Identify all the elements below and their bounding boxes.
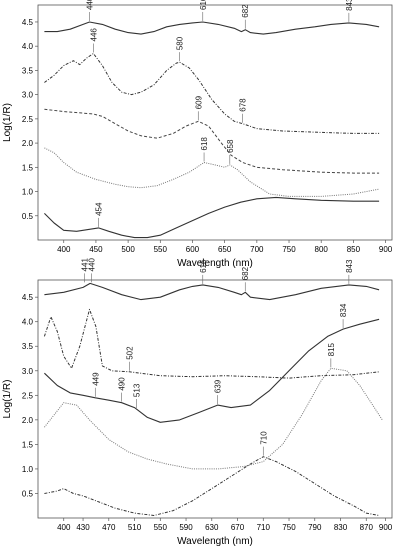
x-tick-label: 630 — [205, 523, 219, 532]
annotation-label: 616 — [199, 259, 208, 273]
x-tick-label: 510 — [128, 523, 142, 532]
y-tick-label: 4.0 — [22, 318, 34, 327]
series-line-5 — [44, 456, 380, 516]
y-tick-label: 0.5 — [22, 212, 34, 221]
annotation-label: 440 — [87, 258, 96, 272]
x-tick-label: 700 — [250, 245, 264, 254]
y-tick-label: 1.0 — [22, 188, 34, 197]
plot-frame — [37, 279, 393, 519]
x-tick-label: 600 — [186, 245, 200, 254]
x-tick-label: 500 — [121, 245, 135, 254]
y-tick-label: 2.5 — [22, 391, 34, 400]
annotation-label: 454 — [95, 202, 104, 216]
x-tick-label: 470 — [102, 523, 116, 532]
y-tick-label: 3.0 — [22, 91, 34, 100]
annotation-label: 618 — [200, 137, 209, 151]
annotation-label: 815 — [327, 342, 336, 356]
series-line-5 — [44, 196, 380, 239]
annotation-label: 513 — [132, 383, 141, 397]
x-axis-label: Wavelength (nm) — [177, 536, 253, 547]
annotation-label: 678 — [239, 98, 248, 112]
x-tick-label: 900 — [379, 523, 393, 532]
series-line-2 — [44, 53, 380, 134]
x-tick-label: 450 — [89, 245, 103, 254]
annotation-label: 843 — [345, 0, 354, 11]
annotation-label: 658 — [226, 139, 235, 153]
annotation-label: 682 — [241, 4, 250, 18]
annotation-label: 710 — [259, 431, 268, 445]
annotation-label: 616 — [199, 0, 208, 10]
series-line-4 — [44, 147, 380, 197]
chart-panel-top: 400 450 500 550 600 650 700 750 800 850 900 0.5 1.0 1… — [2, 0, 393, 269]
x-tick-label: 550 — [154, 245, 168, 254]
x-tick-label: 800 — [315, 245, 329, 254]
series-line-1 — [44, 21, 380, 35]
x-tick-label: 900 — [379, 245, 393, 254]
annotation-label: 580 — [176, 36, 185, 50]
x-tick-label: 830 — [334, 523, 348, 532]
chart-panel-bottom: 400 430 470 510 550 590 630 670 710 750 790 830 870 9… — [2, 258, 393, 547]
y-tick-label: 4.5 — [22, 293, 34, 302]
annotation-label: 682 — [241, 266, 250, 280]
annotation-label: 446 — [89, 28, 98, 42]
y-tick-label: 4.5 — [22, 18, 34, 27]
y-tick-label: 2.0 — [22, 416, 34, 425]
x-tick-label: 750 — [282, 245, 296, 254]
annotation-label: 441 — [80, 258, 89, 272]
annotation-label: 490 — [118, 377, 127, 391]
x-tick-label: 590 — [179, 523, 193, 532]
y-tick-label: 3.0 — [22, 367, 34, 376]
y-axis-label: Log(1/R) — [2, 380, 13, 419]
annotation-label: 449 — [91, 372, 100, 386]
annotation-label: 843 — [345, 259, 354, 273]
x-tick-label: 850 — [347, 245, 361, 254]
x-tick-label: 400 — [57, 523, 71, 532]
x-tick-label: 550 — [154, 523, 168, 532]
y-tick-label: 1.5 — [22, 163, 34, 172]
annotation-label: 639 — [214, 379, 223, 393]
annotation-label: 834 — [339, 303, 348, 317]
y-tick-label: 3.5 — [22, 342, 34, 351]
x-tick-label: 650 — [218, 245, 232, 254]
x-tick-label: 750 — [282, 523, 296, 532]
y-axis-label: Log(1/R) — [2, 103, 13, 142]
y-tick-label: 2.0 — [22, 139, 34, 148]
x-tick-label: 670 — [231, 523, 245, 532]
series-line-4 — [44, 367, 383, 470]
x-tick-label: 400 — [57, 245, 71, 254]
annotation-label: 609 — [194, 95, 203, 109]
annotation-label: 502 — [125, 346, 134, 360]
y-tick-label: 3.5 — [22, 66, 34, 75]
plot-frame — [37, 4, 393, 241]
x-tick-label: 870 — [360, 523, 374, 532]
x-tick-label: 790 — [308, 523, 322, 532]
y-tick-label: 1.0 — [22, 465, 34, 474]
series-line-3 — [44, 318, 380, 423]
annotation-label: 440 — [85, 0, 94, 10]
series-line-1 — [44, 282, 380, 301]
y-tick-label: 4.0 — [22, 42, 34, 51]
series-line-3 — [44, 108, 380, 174]
x-axis-label: Wavelength (nm) — [177, 258, 253, 269]
x-tick-label: 430 — [76, 523, 90, 532]
y-tick-label: 1.5 — [22, 440, 34, 449]
y-tick-label: 0.5 — [22, 489, 34, 498]
x-tick-label: 710 — [257, 523, 271, 532]
y-tick-label: 2.5 — [22, 115, 34, 124]
